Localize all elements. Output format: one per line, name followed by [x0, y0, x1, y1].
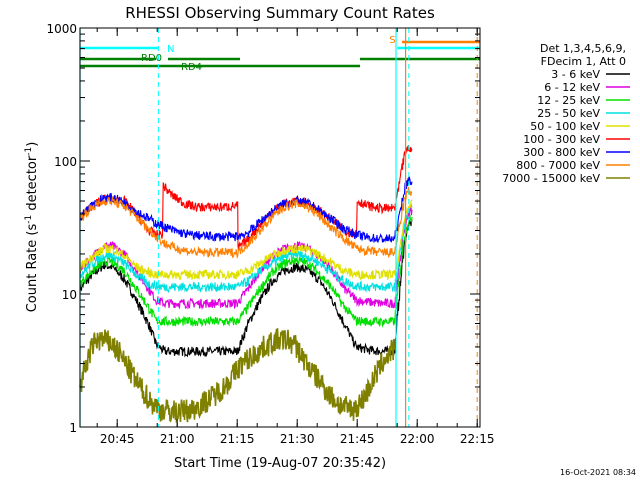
legend-label-0: 3 - 6 keV — [551, 68, 600, 81]
y-tick-label-2: 100 — [54, 155, 77, 169]
axes: 20:45 21:00 21:15 21:30 21:45 22:00 22:15 1 10 10… — [46, 22, 494, 446]
series-line-8 — [79, 328, 396, 423]
rd-label-rd4: RD4 — [181, 62, 202, 73]
x-tick-label-2: 21:15 — [220, 432, 255, 446]
legend-label-5: 100 - 300 keV — [523, 133, 600, 146]
series-line-2 — [79, 214, 413, 328]
x-tick-label-0: 20:45 — [100, 432, 135, 446]
attenuator-label-n: N — [167, 44, 174, 55]
legend-label-8: 7000 - 15000 keV — [502, 172, 600, 185]
y-tick-label-3: 1000 — [46, 22, 77, 36]
x-tick-label-5: 22:00 — [400, 432, 435, 446]
attenuator-label-s: S — [389, 35, 395, 46]
x-tick-label-1: 21:00 — [160, 432, 195, 446]
legend: Det 1,3,4,5,6,9,FDecim 1, Att 03 - 6 keV… — [502, 42, 630, 185]
y-tick-label-0: 1 — [69, 421, 77, 435]
legend-header-1: FDecim 1, Att 0 — [541, 55, 626, 68]
x-tick-label-3: 21:30 — [280, 432, 315, 446]
x-tick-label-6: 22:15 — [460, 432, 495, 446]
series-line-7 — [79, 186, 413, 260]
rd-label-rd0: RD0 — [141, 53, 162, 64]
series-line-5 — [79, 144, 413, 252]
x-tick-label-4: 21:45 — [340, 432, 375, 446]
plot-frame — [79, 27, 481, 428]
y-tick-label-1: 10 — [62, 288, 77, 302]
series-line-6 — [79, 176, 413, 243]
series-line-0 — [79, 219, 413, 358]
series-line-4 — [79, 199, 413, 281]
legend-label-2: 12 - 25 keV — [537, 94, 600, 107]
legend-label-1: 6 - 12 keV — [544, 81, 600, 94]
plot-area: N S RD0 RD4 — [79, 28, 480, 427]
legend-header-0: Det 1,3,4,5,6,9, — [540, 42, 626, 55]
series-line-3 — [79, 202, 413, 294]
x-axis-label: Start Time (19-Aug-07 20:35:42) — [174, 456, 386, 471]
legend-label-6: 300 - 800 keV — [523, 146, 600, 159]
legend-label-4: 50 - 100 keV — [530, 120, 600, 133]
legend-label-3: 25 - 50 keV — [537, 107, 600, 120]
y-axis-label: Count Rate (s-1 detector-1) — [24, 142, 40, 313]
chart-title: RHESSI Observing Summary Count Rates — [125, 4, 435, 22]
footer-timestamp: 16-Oct-2021 08:34 — [560, 468, 636, 477]
legend-label-7: 800 - 7000 keV — [516, 159, 600, 172]
